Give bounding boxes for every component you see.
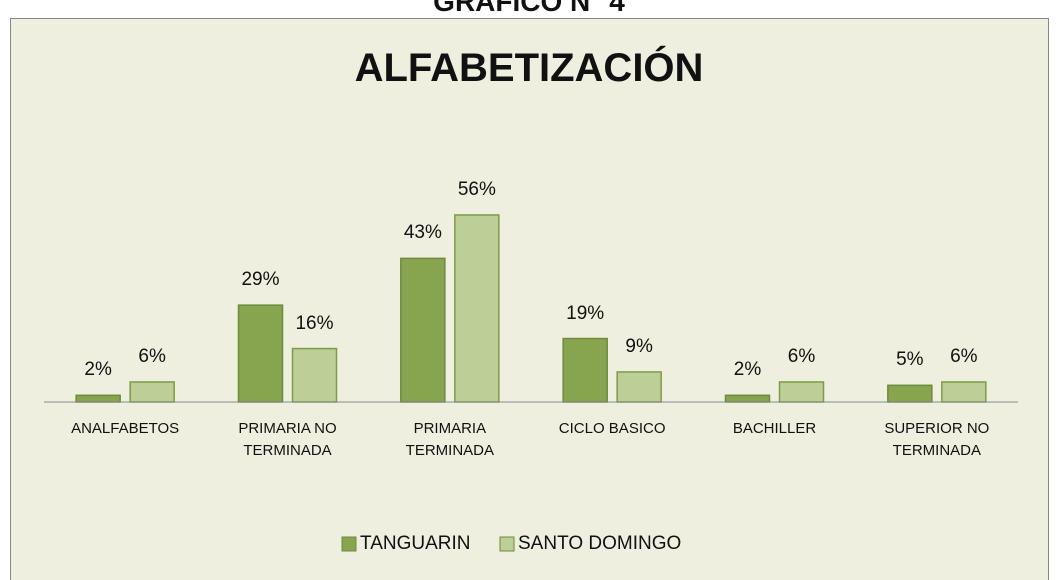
bar	[562, 337, 608, 403]
x-tick-label: BACHILLER	[732, 420, 817, 437]
bar	[291, 347, 338, 403]
value-label: 6%	[787, 345, 816, 367]
x-tick-label: CICLO BASICO	[558, 420, 666, 437]
x-tick-label: PRIMARIA NO TERMINADA	[238, 420, 337, 459]
value-label: 9%	[625, 335, 653, 357]
x-tick-label: SUPERIOR NO TERMINADA	[884, 420, 990, 459]
value-label: 2%	[84, 359, 112, 381]
bar	[616, 371, 662, 403]
value-label: 19%	[566, 302, 605, 324]
bar	[887, 384, 933, 403]
value-label: 16%	[295, 312, 334, 334]
bar	[400, 257, 446, 403]
bar	[941, 381, 987, 403]
header: GRÁFICO N° 4	[433, 0, 625, 17]
bar	[75, 394, 121, 403]
bar	[724, 394, 771, 403]
bar	[237, 304, 284, 403]
value-label: 43%	[403, 222, 442, 244]
legend-swatch	[341, 536, 357, 552]
chart-frame	[10, 18, 1049, 580]
value-label: 6%	[950, 345, 978, 367]
value-label: 29%	[241, 269, 280, 291]
bar	[129, 381, 175, 403]
x-tick-label: PRIMARIA TERMINADA	[405, 420, 494, 459]
bar	[454, 214, 500, 403]
value-label: 2%	[733, 359, 762, 381]
value-label: 56%	[457, 178, 496, 200]
value-label: 5%	[896, 349, 924, 371]
x-tick-label: ANALFABETOS	[71, 420, 180, 437]
legend-swatch	[499, 536, 515, 552]
chart-title: ALFABETIZACIÓN	[354, 46, 704, 90]
value-label: 6%	[138, 345, 166, 367]
legend-label: TANGUARIN	[360, 533, 471, 554]
legend-label: SANTO DOMINGO	[518, 533, 682, 554]
bar	[778, 381, 825, 403]
